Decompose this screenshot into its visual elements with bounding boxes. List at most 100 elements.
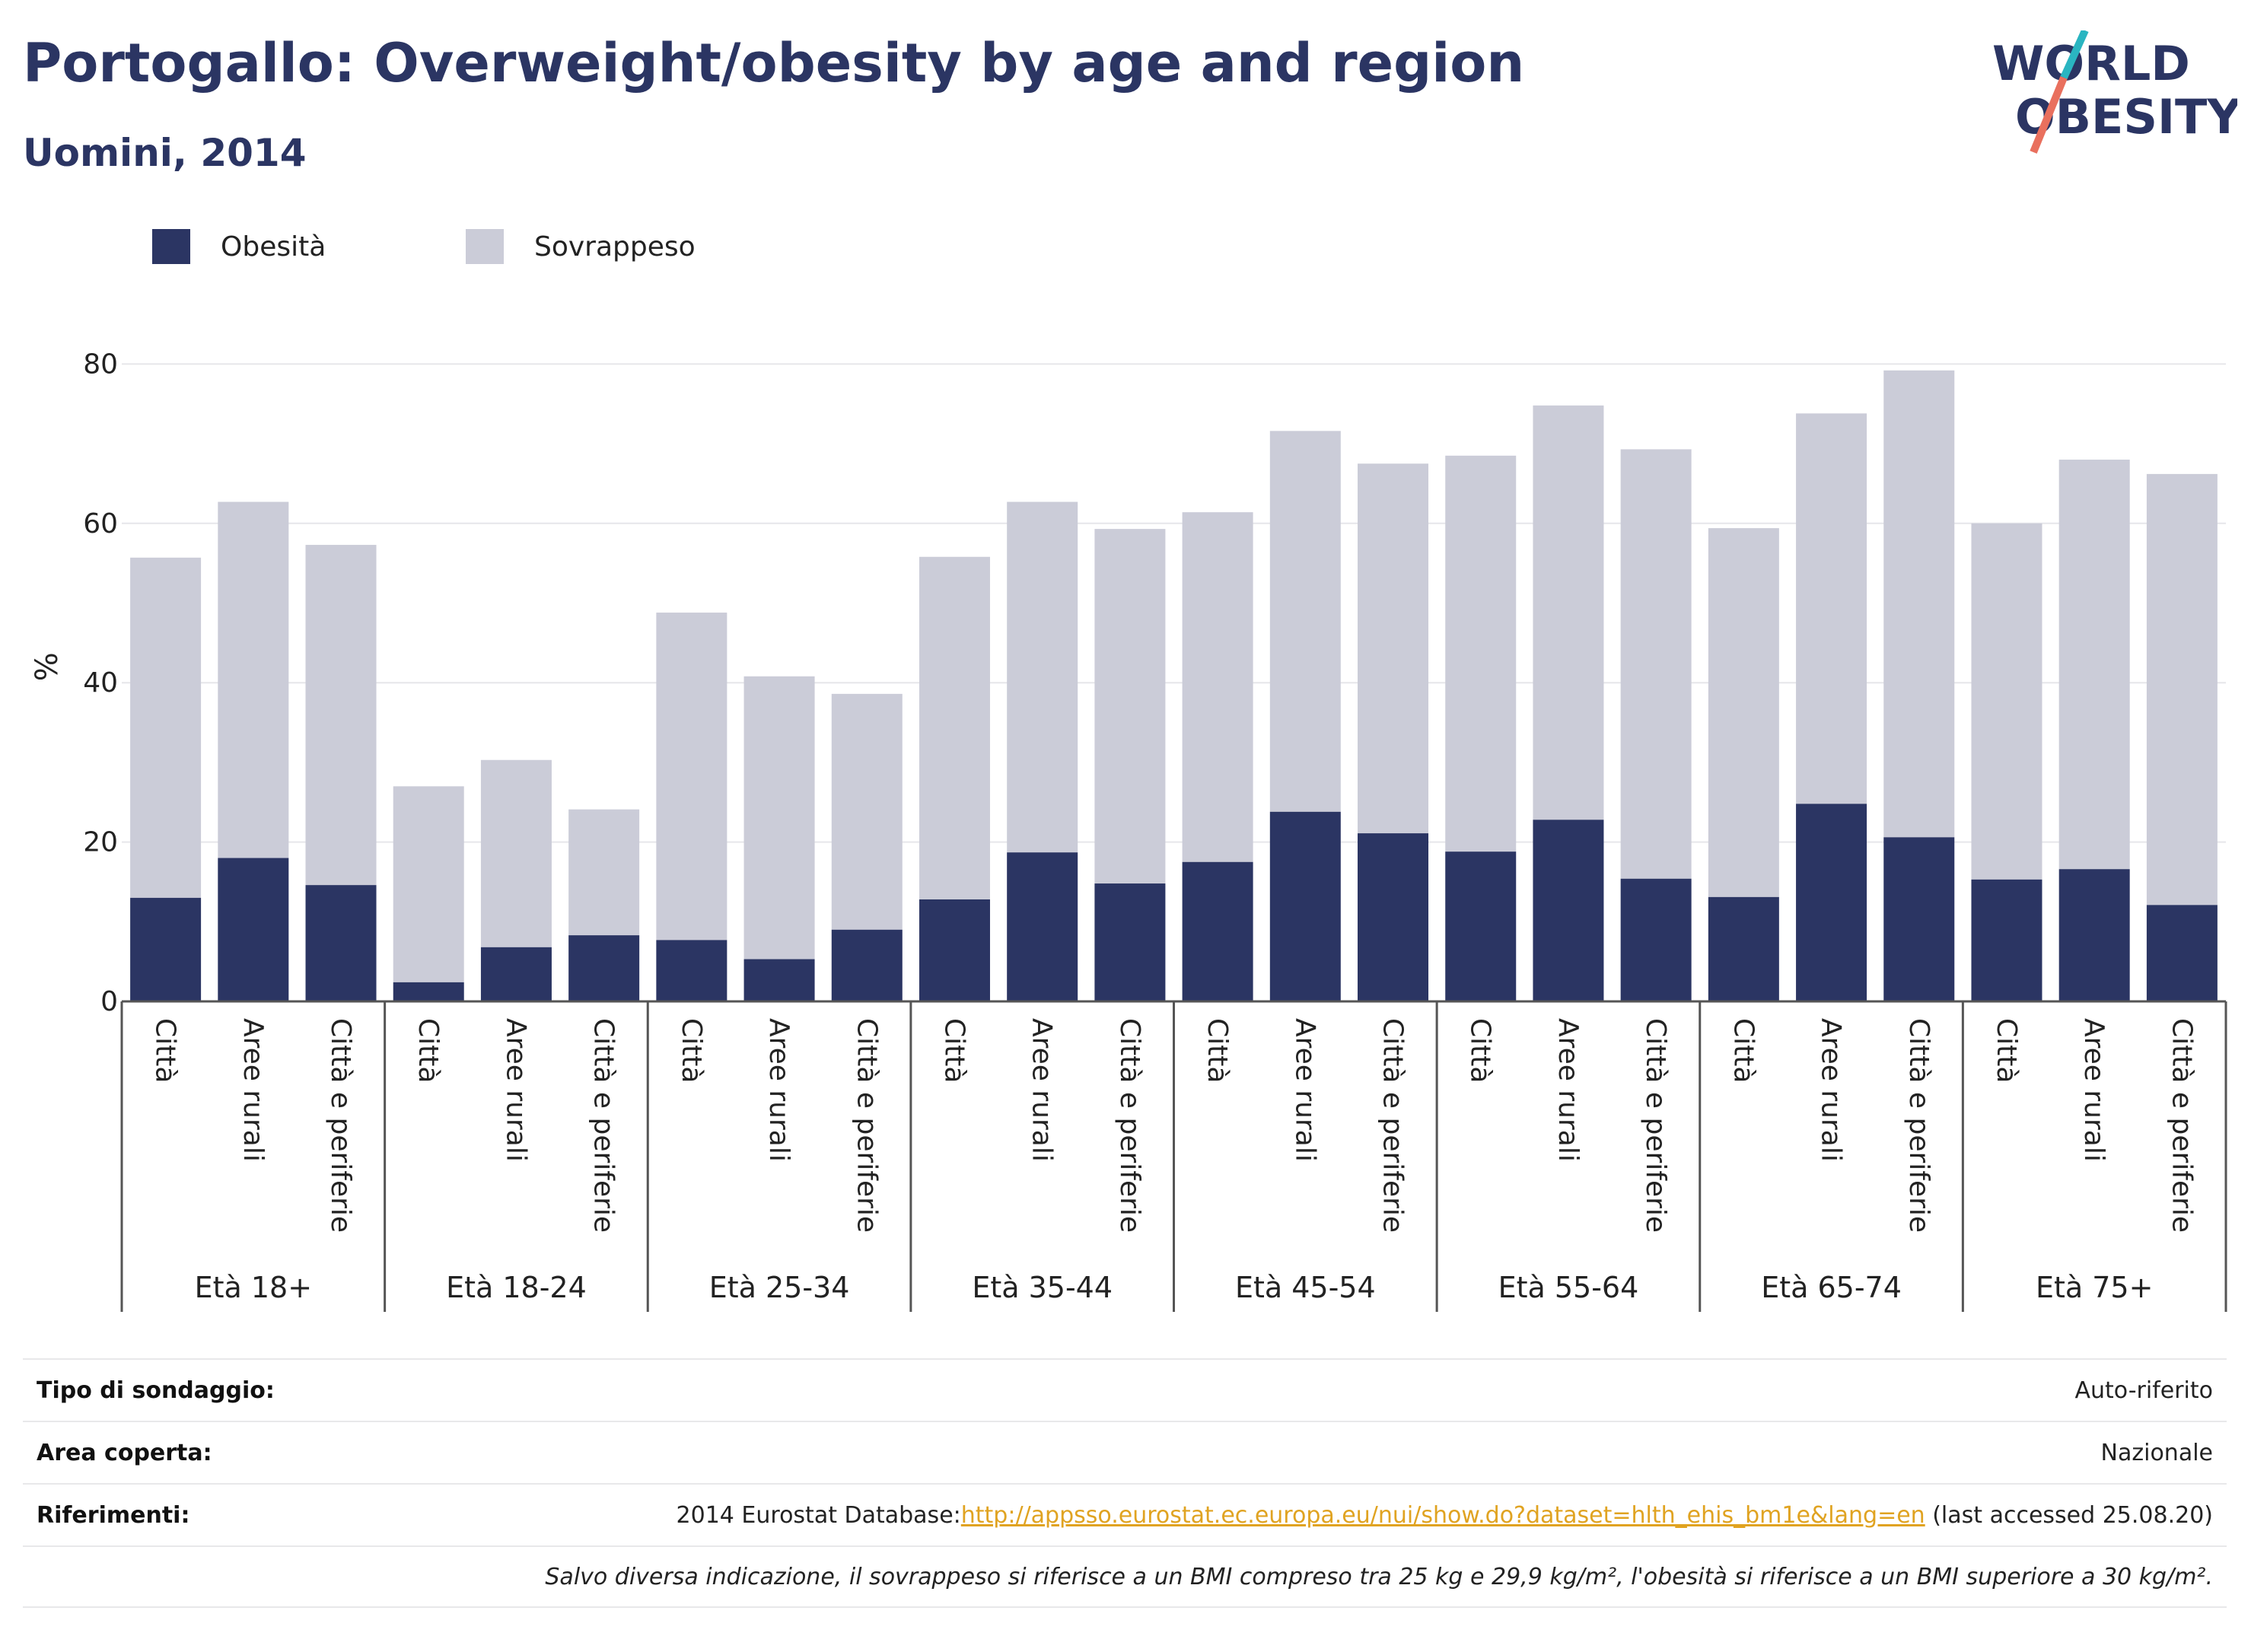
bar-overweight-17 bbox=[1620, 449, 1692, 879]
bar-overweight-16 bbox=[1533, 405, 1604, 820]
x-tick-label-5: Città e periferie bbox=[588, 1018, 619, 1233]
references-suffix: (last accessed 25.08.20) bbox=[1925, 1501, 2213, 1529]
group-label-4: Età 45-54 bbox=[1235, 1271, 1376, 1304]
legend-label-1: Sovrappeso bbox=[534, 231, 696, 263]
bar-obesity-13 bbox=[1269, 811, 1341, 1001]
y-tick-label-20: 20 bbox=[83, 827, 118, 858]
bar-obesity-4 bbox=[480, 947, 552, 1001]
bar-overweight-3 bbox=[393, 786, 464, 982]
x-tick-label-7: Aree rurali bbox=[763, 1018, 794, 1162]
y-tick-label-40: 40 bbox=[83, 667, 118, 699]
bar-overweight-12 bbox=[1182, 512, 1253, 862]
bar-overweight-9 bbox=[919, 556, 990, 899]
y-tick-label-0: 0 bbox=[100, 986, 118, 1017]
y-tick-label-60: 60 bbox=[83, 508, 118, 540]
bar-obesity-3 bbox=[393, 982, 464, 1001]
info-row-survey: Tipo di sondaggio: Auto-riferito bbox=[23, 1358, 2227, 1421]
references-label: Riferimenti: bbox=[37, 1501, 190, 1529]
x-tick-label-1: Aree rurali bbox=[237, 1018, 269, 1162]
x-tick-label-17: Città e periferie bbox=[1640, 1018, 1671, 1233]
bar-obesity-2 bbox=[305, 885, 377, 1001]
bar-obesity-8 bbox=[831, 929, 903, 1001]
bar-obesity-19 bbox=[1796, 804, 1867, 1001]
bar-overweight-5 bbox=[568, 809, 640, 936]
x-tick-label-8: Città e periferie bbox=[851, 1018, 882, 1233]
group-label-1: Età 18-24 bbox=[446, 1271, 587, 1304]
references-link[interactable]: http://appsso.eurostat.ec.europa.eu/nui/… bbox=[960, 1501, 1925, 1529]
info-row-references: Riferimenti: 2014 Eurostat Database:http… bbox=[23, 1483, 2227, 1545]
bar-overweight-21 bbox=[1971, 523, 2042, 880]
info-row-area: Area coperta: Nazionale bbox=[23, 1421, 2227, 1483]
bar-overweight-11 bbox=[1094, 529, 1166, 884]
bar-obesity-15 bbox=[1445, 851, 1517, 1001]
x-tick-label-21: Città bbox=[1991, 1018, 2022, 1083]
bar-overweight-13 bbox=[1269, 431, 1341, 812]
bar-overweight-15 bbox=[1445, 455, 1517, 852]
bar-overweight-19 bbox=[1796, 413, 1867, 804]
references-value: 2014 Eurostat Database:http://appsso.eur… bbox=[677, 1502, 2213, 1529]
survey-type-value: Auto-riferito bbox=[2074, 1377, 2213, 1404]
group-label-5: Età 55-64 bbox=[1498, 1271, 1639, 1304]
x-tick-label-13: Aree rurali bbox=[1289, 1018, 1320, 1162]
group-label-7: Età 75+ bbox=[2036, 1271, 2153, 1304]
x-tick-label-0: Città bbox=[150, 1018, 181, 1083]
logo-text-line1: WORLD bbox=[1992, 36, 2190, 91]
bar-obesity-1 bbox=[218, 858, 289, 1001]
bar-obesity-7 bbox=[743, 959, 815, 1001]
x-tick-label-14: Città e periferie bbox=[1377, 1018, 1409, 1233]
bar-obesity-21 bbox=[1971, 879, 2042, 1001]
group-label-0: Età 18+ bbox=[195, 1271, 312, 1304]
x-tick-label-3: Città bbox=[412, 1018, 444, 1083]
world-obesity-logo: WORLD OBESITY bbox=[1992, 30, 2237, 154]
group-label-3: Età 35-44 bbox=[972, 1271, 1113, 1304]
bar-overweight-18 bbox=[1708, 528, 1779, 897]
bar-overweight-20 bbox=[1883, 370, 1955, 838]
x-tick-label-6: Città bbox=[676, 1018, 707, 1083]
x-tick-label-12: Città bbox=[1202, 1018, 1233, 1083]
group-label-2: Età 25-34 bbox=[709, 1271, 850, 1304]
x-tick-label-19: Aree rurali bbox=[1816, 1018, 1847, 1162]
legend-swatch-1 bbox=[466, 229, 504, 264]
bar-obesity-9 bbox=[919, 899, 990, 1001]
bar-obesity-22 bbox=[2058, 869, 2130, 1001]
bar-overweight-2 bbox=[305, 545, 377, 886]
x-tick-label-15: Città bbox=[1465, 1018, 1496, 1083]
chart-subtitle: Uomini, 2014 bbox=[23, 131, 307, 175]
survey-type-label: Tipo di sondaggio: bbox=[37, 1377, 275, 1404]
bar-overweight-22 bbox=[2058, 460, 2130, 870]
x-tick-label-9: Città bbox=[938, 1018, 969, 1083]
bar-obesity-17 bbox=[1620, 878, 1692, 1001]
area-covered-label: Area coperta: bbox=[37, 1439, 212, 1466]
bar-obesity-18 bbox=[1708, 896, 1779, 1001]
bar-obesity-20 bbox=[1883, 837, 1955, 1001]
bar-overweight-0 bbox=[130, 557, 202, 898]
bar-overweight-23 bbox=[2146, 473, 2218, 906]
info-table: Tipo di sondaggio: Auto-riferito Area co… bbox=[23, 1358, 2227, 1608]
x-tick-label-23: Città e periferie bbox=[2166, 1018, 2197, 1233]
references-prefix: 2014 Eurostat Database: bbox=[676, 1501, 961, 1529]
x-tick-label-4: Aree rurali bbox=[500, 1018, 531, 1162]
bar-obesity-6 bbox=[656, 940, 728, 1001]
bar-obesity-14 bbox=[1358, 833, 1429, 1001]
bar-overweight-6 bbox=[656, 613, 728, 941]
area-covered-value: Nazionale bbox=[2100, 1439, 2213, 1466]
chart: Obesità Sovrappeso 0 20 40 60 80% Città Aree rur… bbox=[30, 229, 2227, 1312]
x-tick-label-10: Aree rurali bbox=[1027, 1018, 1058, 1162]
info-row-note: Salvo diversa indicazione, il sovrappeso… bbox=[23, 1545, 2227, 1608]
bar-obesity-0 bbox=[130, 897, 202, 1001]
bar-overweight-8 bbox=[831, 693, 903, 930]
bar-overweight-7 bbox=[743, 676, 815, 960]
legend-swatch-0 bbox=[152, 229, 190, 264]
x-tick-label-22: Aree rurali bbox=[2078, 1018, 2109, 1162]
x-tick-label-20: Città e periferie bbox=[1903, 1018, 1934, 1233]
bar-obesity-10 bbox=[1007, 852, 1078, 1001]
legend-label-0: Obesità bbox=[221, 231, 326, 263]
bar-overweight-1 bbox=[218, 501, 289, 858]
bar-overweight-10 bbox=[1007, 501, 1078, 853]
chart-title: Portogallo: Overweight/obesity by age an… bbox=[23, 32, 1525, 94]
y-tick-label-80: 80 bbox=[83, 349, 118, 380]
bar-obesity-23 bbox=[2146, 905, 2218, 1001]
bar-obesity-12 bbox=[1182, 861, 1253, 1001]
x-tick-label-18: Città bbox=[1727, 1018, 1759, 1083]
y-axis-label: % bbox=[30, 652, 65, 681]
